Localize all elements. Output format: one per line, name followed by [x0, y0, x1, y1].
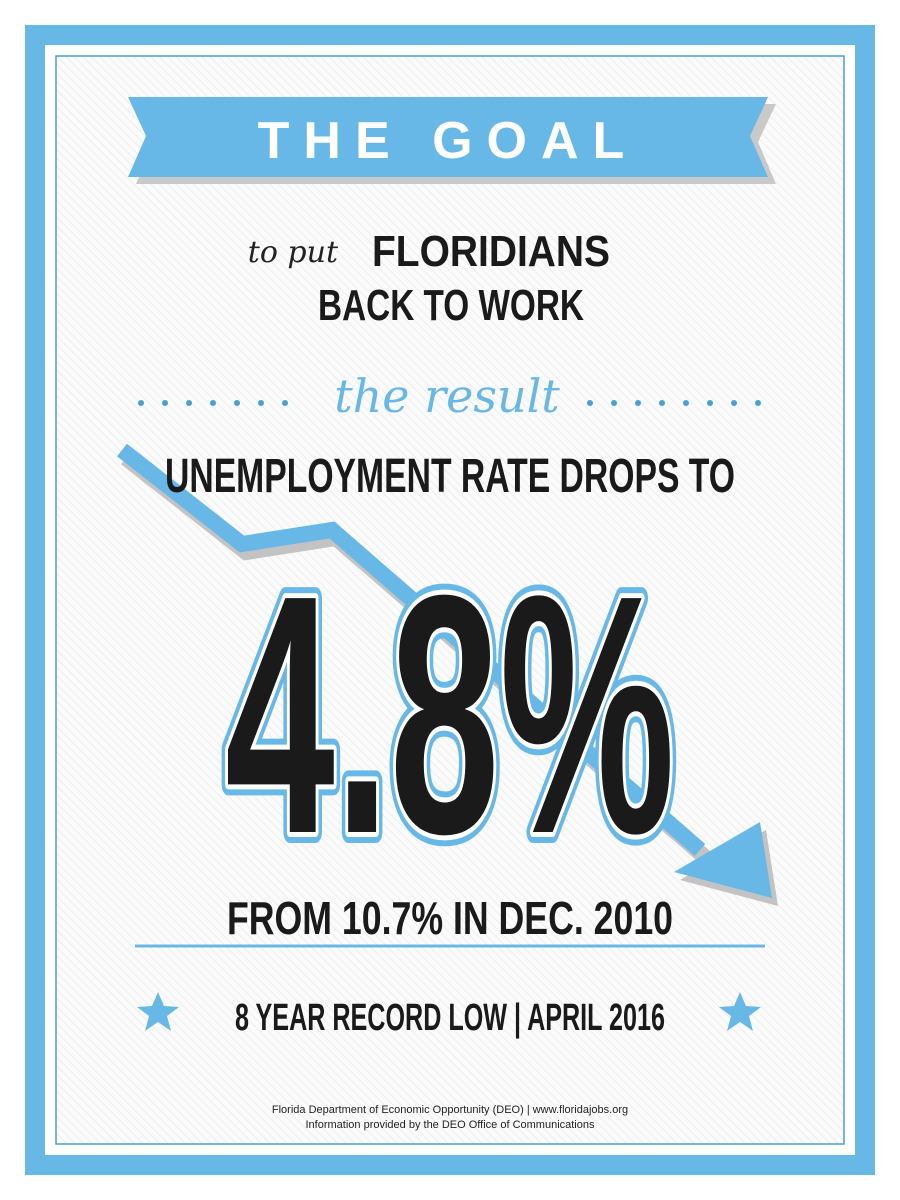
panel: [55, 55, 845, 1145]
comparison: FROM 10.7% IN DEC. 2010: [227, 892, 673, 944]
record-note: 8 YEAR RECORD LOW | APRIL 2016: [235, 997, 665, 1039]
star: [137, 992, 179, 1031]
banner-title: THE GOAL: [258, 112, 639, 170]
goal-line2: BACK TO WORK: [318, 281, 584, 330]
footer-line: Information provided by the DEO Office o…: [306, 1119, 595, 1131]
trend-arrow: [117, 443, 778, 906]
rate-inline: 4.8%: [225, 525, 675, 905]
rate: 4.8%: [225, 525, 675, 905]
result-headline: UNEMPLOYMENT RATE DROPS TO: [165, 450, 735, 503]
goal-lead: to put: [248, 235, 339, 270]
goal-line1: FLORIDIANS: [372, 227, 610, 276]
footer-line: Florida Department of Economic Opportuni…: [272, 1104, 628, 1116]
dot-divider: [138, 400, 761, 406]
star: [719, 992, 761, 1031]
rate-outline: 4.8%: [225, 525, 675, 905]
result-label: the result: [334, 369, 560, 423]
banner: [128, 97, 768, 177]
